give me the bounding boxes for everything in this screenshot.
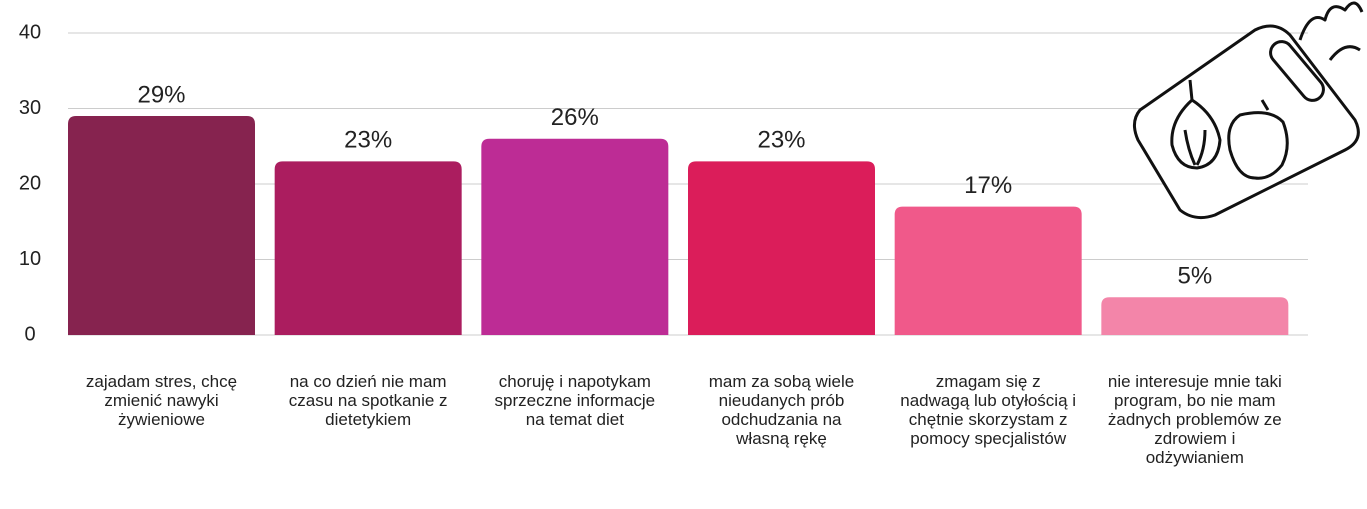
bar [688, 161, 875, 335]
x-tick-label: zajadam stres, chcę zmienić nawyki żywie… [85, 372, 238, 429]
x-tick-label: zmagam się z nadwagą lub otyłością i chę… [900, 372, 1077, 448]
bar [274, 161, 462, 335]
bar [894, 206, 1082, 335]
x-tick-label: choruję i napotykam sprzeczne informacje… [494, 372, 656, 429]
bar [1101, 297, 1289, 335]
y-tick-label: 10 [19, 248, 41, 270]
x-tick-label: na co dzień nie mam czasu na spotkanie z… [288, 372, 448, 429]
value-label: 23% [757, 127, 805, 154]
y-tick-label: 30 [19, 97, 41, 119]
y-tick-label: 0 [24, 323, 35, 345]
bar [481, 138, 669, 335]
y-tick-label: 40 [19, 21, 41, 43]
value-label: 17% [964, 172, 1012, 199]
bar [68, 116, 255, 335]
y-tick-label: 20 [19, 172, 41, 194]
x-tick-label: mam za sobą wiele nieudanych prób odchud… [708, 372, 855, 448]
illustration [1133, 1, 1364, 220]
value-label: 26% [551, 104, 599, 131]
value-label: 5% [1177, 263, 1212, 290]
value-label: 29% [137, 81, 185, 108]
x-tick-label: nie interesuje mnie taki program, bo nie… [1107, 372, 1282, 467]
value-label: 23% [344, 127, 392, 154]
